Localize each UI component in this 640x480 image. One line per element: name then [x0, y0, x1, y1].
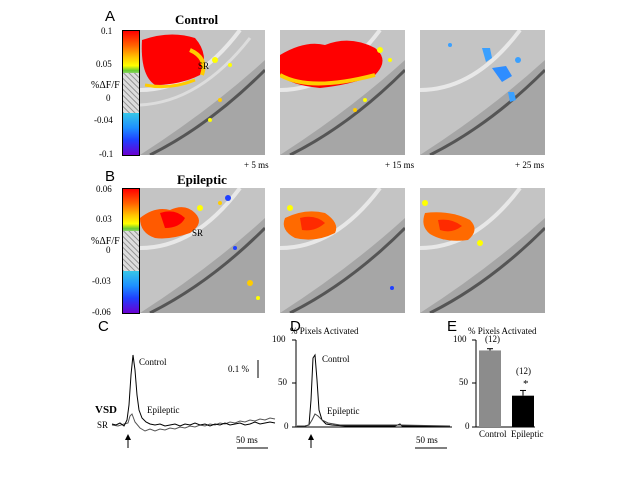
panel-a-tick: 0	[106, 93, 111, 103]
panel-e-n-epileptic: (12)	[516, 366, 531, 376]
panel-a-region-label: SR	[198, 61, 210, 71]
panel-d-letter: D	[290, 318, 301, 335]
panel-b-tick: 0.03	[96, 214, 112, 224]
bar-epileptic	[512, 395, 534, 427]
panel-d-stimulus-arrow	[308, 434, 314, 440]
panel-a-time-5ms: + 5 ms	[244, 160, 269, 170]
panel-d-control-trace	[297, 353, 450, 427]
panel-e-category-control: Control	[479, 429, 507, 439]
panel-b-image-5ms: SR	[140, 188, 265, 313]
panel-a-tick: -0.04	[94, 115, 113, 125]
panel-e-n-control: (12)	[485, 334, 500, 344]
panel-a-colorbar-hatch	[123, 73, 139, 113]
panel-b-tick: -0.03	[92, 276, 111, 286]
panel-e-title: % Pixels Activated	[468, 326, 537, 336]
panel-e-letter: E	[447, 318, 458, 335]
panel-a-tick: 0.05	[96, 59, 112, 69]
panel-d-ytick-100: 100	[272, 334, 286, 344]
panel-c-time-label: 50 ms	[236, 435, 258, 445]
panel-e-significance: *	[523, 378, 529, 390]
panel-c-epileptic-label: Epileptic	[147, 405, 180, 415]
panel-a-letter: A	[105, 8, 116, 25]
panel-c-letter: C	[98, 318, 109, 335]
panel-d-ytick-50: 50	[278, 377, 287, 387]
panel-a-image-5ms: SR	[140, 30, 265, 155]
panel-a-image-15ms	[280, 30, 405, 155]
panel-b-region-label: SR	[192, 228, 204, 238]
panel-a-time-25ms: + 25 ms	[515, 160, 545, 170]
panel-b-yaxis-label: %ΔF/F	[91, 236, 120, 247]
panel-e-category-epileptic: Epileptic	[511, 429, 544, 439]
panel-b-letter: B	[105, 168, 116, 185]
panel-a-tick: 0.1	[101, 26, 113, 36]
panel-c-scale-label: 0.1 %	[228, 364, 249, 374]
panel-d-ytick-0: 0	[284, 421, 289, 431]
panel-d-title: % Pixels Activated	[290, 326, 359, 336]
panel-e-ytick: 50	[459, 377, 468, 387]
panel-a-time-15ms: + 15 ms	[385, 160, 415, 170]
panel-c-stimulus-arrow	[125, 434, 131, 440]
panel-b-image-25ms	[420, 188, 545, 313]
panel-c-sr-label: SR	[97, 420, 109, 430]
panel-c-control-trace	[111, 354, 276, 427]
panel-c-vsd-label: VSD	[95, 404, 118, 416]
panel-b-title: Epileptic	[177, 172, 227, 187]
panel-b-image-15ms	[280, 188, 405, 313]
bar-control	[479, 350, 501, 427]
panel-a-image-25ms	[420, 30, 545, 155]
panel-e-ytick: 100	[453, 334, 467, 344]
panel-b-tick: 0	[106, 245, 111, 255]
panel-a-title: Control	[175, 12, 219, 27]
panel-e-ytick: 0	[465, 421, 470, 431]
panel-d-time-label: 50 ms	[416, 435, 438, 445]
panel-c-control-label: Control	[139, 357, 167, 367]
panel-b-colorbar-hatch	[123, 231, 139, 271]
panel-d-epileptic-trace	[297, 413, 451, 427]
panel-b-tick: -0.06	[92, 307, 111, 317]
panel-c-epileptic-trace	[111, 413, 276, 432]
panel-d-epileptic-label: Epileptic	[327, 406, 360, 416]
panel-a-tick: -0.1	[99, 149, 114, 159]
panel-a-yaxis-label: %ΔF/F	[91, 80, 120, 91]
panel-d-control-label: Control	[322, 354, 350, 364]
panel-b-tick: 0.06	[96, 184, 112, 194]
